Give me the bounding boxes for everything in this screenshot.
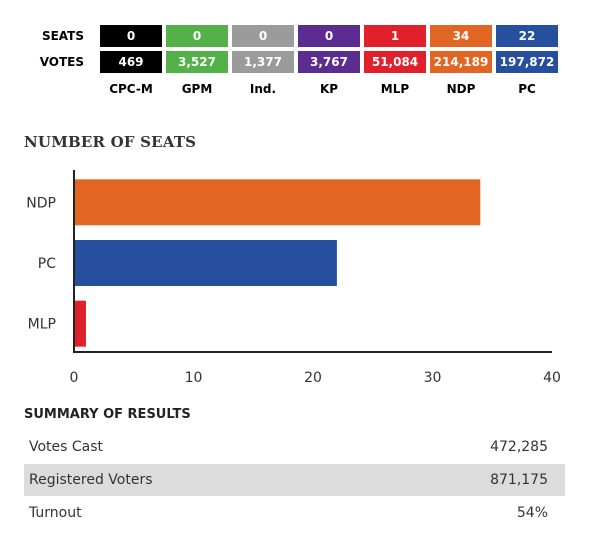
x-tick-label: 20 (304, 370, 322, 386)
category-label-pc: PC (38, 256, 56, 272)
seats-cell-gpm: 0 (166, 25, 228, 47)
x-tick-label: 10 (185, 370, 203, 386)
summary-row-value: 54% (516, 505, 548, 521)
summary-row: Registered Voters 871,175 (24, 464, 565, 496)
bar-pc (75, 240, 337, 286)
votes-cell-pc: 197,872 (496, 51, 558, 73)
votes-cell-kp: 3,767 (298, 51, 360, 73)
category-label-mlp: MLP (28, 317, 56, 333)
summary-row-label: Votes Cast (29, 439, 104, 455)
seats-cell-ndp: 34 (430, 25, 492, 47)
x-tick-label: 0 (70, 370, 79, 386)
summary-row-value: 472,285 (490, 439, 548, 455)
votes-cell-gpm: 3,527 (166, 51, 228, 73)
summary-row-label: Turnout (29, 505, 82, 521)
x-tick-label: 40 (543, 370, 561, 386)
party-label-mlp: MLP (380, 82, 410, 96)
seats-cell-kp: 0 (298, 25, 360, 47)
party-results-table: SEATS VOTES 0 469 CPC-M 0 3,527 GPM 0 1,377 Ind.… (0, 0, 592, 110)
party-label-pc: PC (518, 82, 536, 96)
chart-title: NUMBER OF SEATS (24, 133, 197, 151)
party-label-kp: KP (319, 82, 339, 96)
votes-cell-mlp: 51,084 (364, 51, 426, 73)
seats-bar-chart: NDP PC MLP 0 10 20 30 40 (26, 170, 561, 386)
bar-ndp (75, 179, 481, 226)
party-label-cpc-m: CPC-M (109, 82, 153, 96)
summary-row-value: 871,175 (490, 472, 548, 488)
summary-row-label: Registered Voters (29, 472, 153, 488)
summary-row: Turnout 54% (24, 497, 565, 529)
votes-row-label: VOTES (39, 55, 84, 69)
seats-cell-ind: 0 (232, 25, 294, 47)
seats-cell-pc: 22 (496, 25, 558, 47)
x-tick-label: 30 (424, 370, 442, 386)
summary-row: Votes Cast 472,285 (24, 431, 565, 463)
seats-row-label: SEATS (41, 29, 84, 43)
category-label-ndp: NDP (26, 195, 56, 211)
party-label-ind: Ind. (249, 82, 277, 96)
party-label-ndp: NDP (446, 82, 476, 96)
votes-cell-ind: 1,377 (232, 51, 294, 73)
seats-cell-mlp: 1 (364, 25, 426, 47)
votes-cell-cpc-m: 469 (100, 51, 162, 73)
votes-cell-ndp: 214,189 (430, 51, 492, 73)
seats-cell-cpc-m: 0 (100, 25, 162, 47)
party-label-gpm: GPM (181, 82, 213, 96)
summary-title: SUMMARY OF RESULTS (24, 407, 191, 422)
bar-mlp (75, 300, 86, 347)
